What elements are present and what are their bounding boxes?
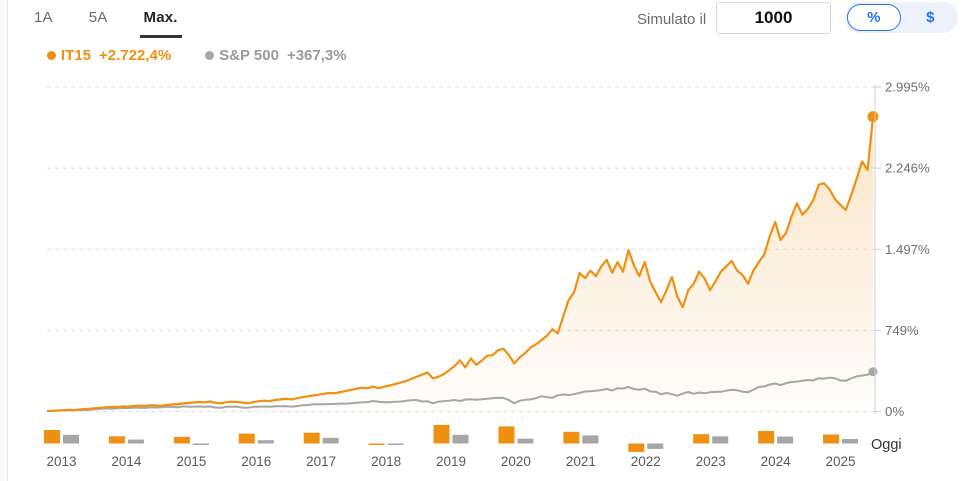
series-layer [46, 111, 879, 413]
sp500-year-bar [192, 443, 209, 445]
sp500-year-bar [387, 443, 404, 445]
sp500-year-bar [517, 438, 534, 444]
it15-area [47, 116, 873, 412]
y-tick-label: 2.995% [885, 80, 930, 95]
it15-year-bar [563, 431, 580, 444]
it15-year-bar [758, 430, 775, 444]
year-label: 2016 [241, 454, 271, 469]
it15-dot-icon [47, 51, 56, 60]
percent-toggle-button[interactable]: % [847, 4, 901, 31]
it15-year-bar [173, 436, 190, 444]
sp500-year-bar [63, 434, 79, 444]
year-label: 2013 [46, 454, 76, 469]
it15-year-bar [368, 443, 385, 445]
it15-year-bar [433, 424, 450, 444]
range-tabs: 1A 5A Max. [30, 7, 182, 38]
y-tick-label: 2.246% [885, 161, 930, 176]
year-label: 2018 [371, 454, 401, 469]
year-label: 2022 [631, 454, 661, 469]
it15-line [46, 116, 875, 413]
sp500-year-bar [647, 443, 664, 449]
it15-year-bar [303, 432, 320, 444]
year-label: 2019 [436, 454, 466, 469]
it15-end-dot [867, 111, 879, 123]
tab-max[interactable]: Max. [139, 7, 182, 38]
sp500-year-bar [777, 436, 794, 444]
annual-bars-layer [44, 424, 859, 452]
sp500-change: +367,3% [286, 47, 347, 64]
y-tick-label: 0% [885, 404, 904, 419]
it15-name: IT15 [61, 47, 92, 64]
tab-5a[interactable]: 5A [88, 9, 108, 26]
it15-year-bar [823, 434, 840, 444]
sp500-year-bar [452, 434, 469, 444]
sp500-year-bar [712, 436, 729, 444]
sp500-dot-icon [205, 51, 215, 60]
it15-year-bar [628, 443, 645, 452]
year-label: 2021 [566, 454, 596, 469]
simulated-label: Simulato il [637, 11, 707, 28]
chart-legend: IT15 +2.722,4% S&P 500 +367,3% [47, 47, 347, 64]
amount-input[interactable] [716, 2, 831, 34]
sp500-end-dot [868, 367, 878, 377]
today-label: Oggi [871, 437, 902, 453]
year-label: 2017 [306, 454, 336, 469]
unit-toggle[interactable]: % $ [845, 2, 958, 33]
sp500-line [46, 370, 874, 412]
it15-year-bar [44, 430, 60, 444]
year-label: 2024 [761, 454, 792, 469]
sp500-year-bar [257, 440, 274, 444]
axis-layer [874, 85, 881, 414]
it15-change: +2.722,4% [99, 47, 172, 64]
year-label: 2020 [501, 454, 531, 469]
labels-layer: 2.995% 2.246% 1.497% 749% 0% 2013 2014 2015 2016… [46, 80, 930, 470]
tab-1a[interactable]: 1A [34, 9, 53, 26]
year-label: 2023 [696, 454, 726, 469]
y-tick-label: 749% [885, 323, 919, 338]
sp500-name: S&P 500 [219, 47, 279, 64]
sp500-year-bar [842, 439, 859, 444]
it15-year-bar [693, 434, 710, 444]
it15-year-bar [498, 426, 515, 444]
y-tick-label: 1.497% [885, 242, 930, 257]
it15-year-bar [238, 433, 255, 444]
legend-item-sp500: S&P 500 +367,3% [205, 47, 347, 64]
it15-year-bar [108, 436, 125, 444]
sp500-year-bar [127, 439, 144, 444]
year-label: 2025 [826, 454, 856, 469]
year-label: 2015 [176, 454, 206, 469]
dollar-toggle-button[interactable]: $ [905, 4, 957, 31]
legend-item-it15: IT15 +2.722,4% [47, 47, 171, 64]
year-label: 2014 [111, 454, 142, 469]
sp500-year-bar [582, 435, 599, 444]
panel-left-border [0, 0, 8, 481]
sp500-year-bar [322, 437, 339, 444]
